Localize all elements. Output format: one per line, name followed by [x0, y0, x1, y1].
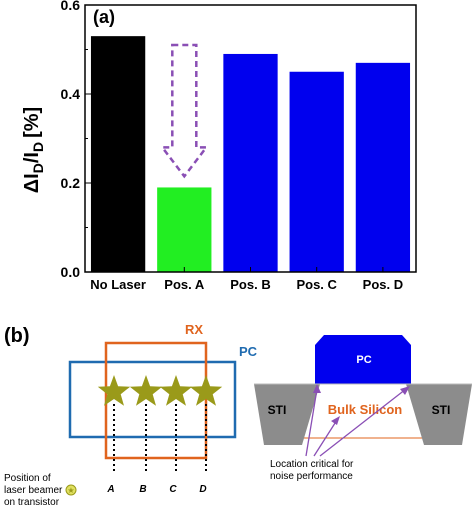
x-tick-label: Pos. B [230, 277, 270, 292]
panel-label-b: (b) [4, 325, 30, 347]
x-tick-label: Pos. C [296, 277, 337, 292]
y-label-mid: /I [21, 152, 43, 163]
y-label-unit: [%] [21, 107, 43, 138]
position-label-B: B [139, 484, 146, 495]
sti-left-label: STI [268, 403, 287, 417]
critical-location-arrows [305, 384, 410, 457]
bulk-silicon-label: Bulk Silicon [328, 402, 402, 417]
x-tick-label: No Laser [90, 277, 146, 292]
bars [90, 36, 411, 273]
star-icon [129, 375, 163, 406]
x-ticks: No Laser Pos. A Pos. B Pos. C Pos. D [90, 267, 403, 292]
position-label-C: C [169, 484, 177, 495]
y-label-sub2: D [30, 142, 46, 152]
star-icon [97, 375, 131, 406]
bar-chart: ΔID/ID[%] 0.00.20.40.6 No Laser Pos. A Pos… [21, 0, 417, 292]
star-icon [159, 375, 193, 406]
rx-label: RX [185, 322, 203, 337]
critical-note-line-2: noise performance [270, 471, 353, 482]
position-label-D: D [199, 484, 206, 495]
legend-star-icon: ★ [65, 484, 77, 496]
x-tick-label: Pos. A [164, 277, 205, 292]
star-icon [189, 375, 223, 406]
legend-line-2: laser beamer [4, 485, 63, 496]
bar-1 [157, 187, 212, 272]
dashed-down-arrow [159, 43, 209, 179]
sti-left-block [254, 384, 320, 445]
y-label-sub1: D [30, 163, 46, 173]
laser-positions: A B C D [97, 375, 223, 495]
bar-0 [90, 36, 146, 273]
pc-label: PC [239, 344, 258, 359]
x-tick-label: Pos. D [363, 277, 403, 292]
y-tick-label: 0.6 [61, 0, 81, 13]
y-tick-label: 0.0 [61, 264, 81, 280]
bar-2 [223, 53, 278, 273]
sti-right-block [406, 384, 472, 445]
gate-block [315, 335, 411, 384]
legend-line-3: on transistor [4, 497, 60, 505]
plot-frame [84, 4, 417, 273]
position-label-A: A [106, 484, 114, 495]
bar-4 [355, 62, 411, 272]
svg-text:★: ★ [67, 486, 74, 495]
pc-rectangle [68, 360, 237, 439]
sti-right-label: STI [432, 403, 451, 417]
legend-line-1: Position of [4, 473, 51, 484]
bar-3 [289, 71, 344, 272]
gate-label: PC [356, 354, 371, 366]
y-axis-label: ΔID/ID[%] [21, 107, 46, 193]
y-tick-label: 0.2 [61, 175, 81, 191]
panel-label-a: (a) [93, 7, 115, 27]
y-ticks: 0.0 0.2 0.4 0.6 [61, 0, 91, 280]
critical-note-line-1: Location critical for [270, 459, 354, 470]
y-label-delta-i: ΔI [21, 173, 43, 193]
y-tick-label: 0.4 [61, 86, 81, 102]
